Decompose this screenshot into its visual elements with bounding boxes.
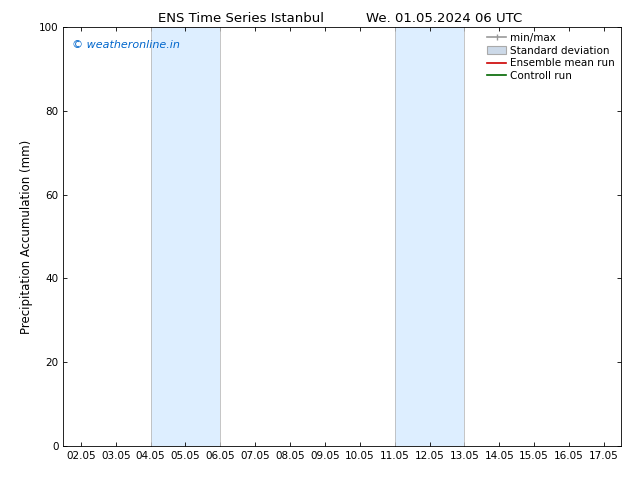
Bar (150, 27, 221, 446)
Text: ENS Time Series Istanbul: ENS Time Series Istanbul (158, 12, 324, 25)
Text: © weatheronline.in: © weatheronline.in (72, 40, 179, 49)
Text: We. 01.05.2024 06 UTC: We. 01.05.2024 06 UTC (366, 12, 522, 25)
Y-axis label: Precipitation Accumulation (mm): Precipitation Accumulation (mm) (20, 139, 34, 334)
Bar (394, 27, 464, 446)
Legend: min/max, Standard deviation, Ensemble mean run, Controll run: min/max, Standard deviation, Ensemble me… (484, 30, 618, 84)
